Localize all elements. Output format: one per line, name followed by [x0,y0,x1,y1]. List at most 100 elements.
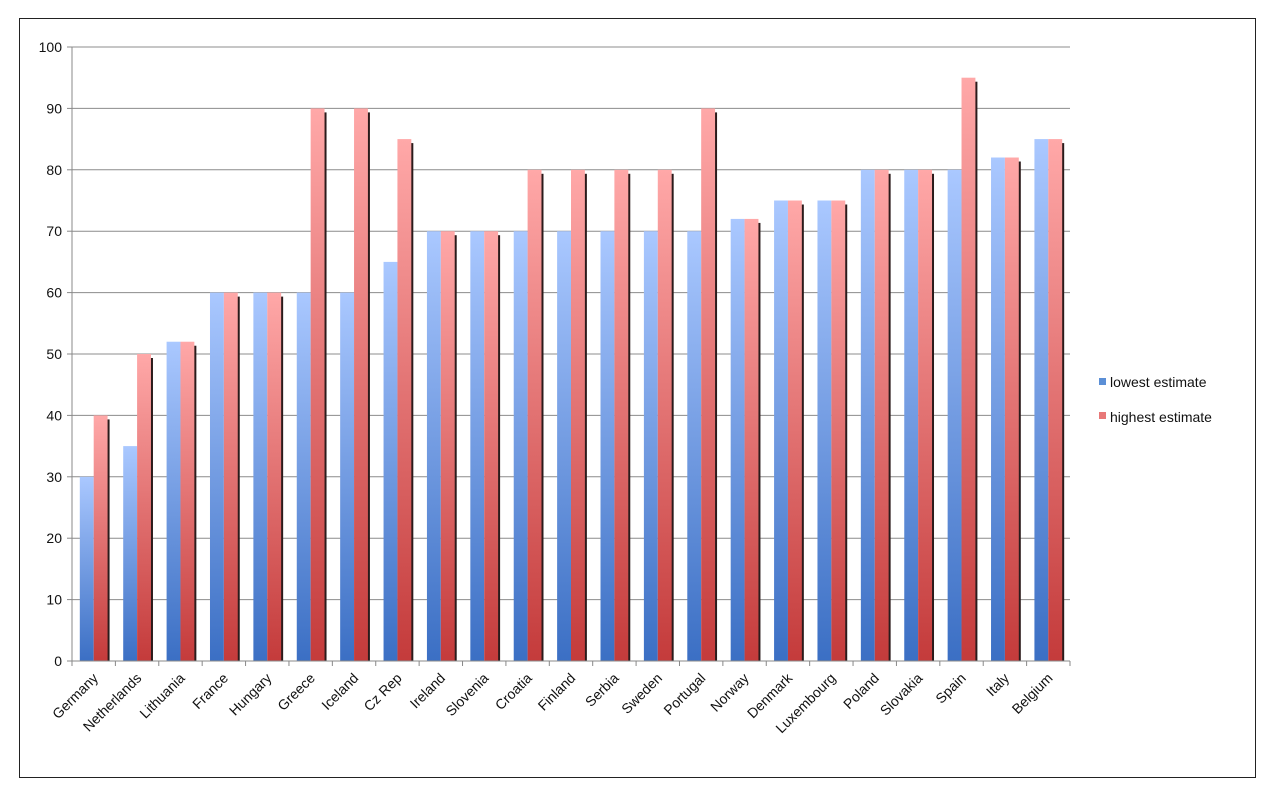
bar-highest-ireland [440,231,455,661]
bar-highest-slovakia [918,169,933,662]
bar-highest-serbia [614,169,629,662]
bar-shadow-slovenia [497,235,501,661]
bar-shadow-serbia [627,173,631,662]
bar-lowest-serbia [600,231,615,661]
bar-highest-greece [310,108,325,661]
bar-highest-sweden [657,169,672,662]
bar-lowest-norway [730,218,745,662]
bar-highest-poland [874,169,889,662]
legend: lowest estimate highest estimate [1099,374,1212,425]
bar-lowest-belgium [1034,139,1049,662]
bar-highest-croatia [527,169,542,662]
bar-shadow-denmark [800,204,804,661]
x-tick-label-sweden: Sweden [618,670,665,717]
y-tick-label-0: 0 [54,653,62,669]
bar-lowest-greece [296,292,311,661]
bar-lowest-italy [991,157,1005,661]
y-tick-label-70: 70 [46,223,62,239]
bar-shadow-norway [757,222,761,662]
bar-chart: 0 10 20 30 40 50 60 70 80 90 100 GermanyNetherland… [39,39,1213,736]
legend-label-lowest: lowest estimate [1110,374,1207,390]
bar-lowest-poland [860,169,875,662]
bar-lowest-luxembourg [817,200,832,661]
bar-lowest-slovakia [904,169,919,662]
bar-shadow-finland [583,173,587,662]
bar-shadow-luxembourg [844,204,848,661]
bar-highest-netherlands [137,354,151,661]
x-tick-label-portugal: Portugal [660,670,708,718]
bar-highest-finland [571,169,585,662]
bar-lowest-croatia [513,231,528,661]
x-tick-label-lithuania: Lithuania [136,670,188,722]
bar-lowest-france [209,292,224,661]
bar-highest-luxembourg [831,200,846,661]
legend-swatch-lowest [1099,378,1106,385]
bar-highest-italy [1004,157,1019,661]
bar-lowest-cz-rep [383,261,398,661]
bar-lowest-germany [79,476,94,661]
bar-lowest-iceland [340,292,355,661]
bar-shadow-iceland [366,112,370,661]
y-axis: 0 10 20 30 40 50 60 70 80 90 100 [39,39,73,669]
x-tick-label-slovakia: Slovakia [877,670,926,719]
bar-highest-iceland [354,108,368,661]
x-tick-label-france: France [189,670,231,712]
bar-highest-spain [961,77,976,661]
bar-highest-lithuania [180,341,195,661]
bar-shadow-germany [106,419,110,661]
y-tick-label-90: 90 [46,100,62,116]
y-tick-label-80: 80 [46,162,62,178]
bar-shadow-croatia [540,173,544,662]
bar-shadow-italy [1017,161,1021,661]
bar-lowest-lithuania [166,341,181,661]
bar-highest-hungary [267,292,282,661]
bar-shadow-france [236,296,240,661]
bar-shadow-ireland [453,235,457,661]
bar-lowest-portugal [687,231,702,661]
bar-shadow-sweden [670,173,674,662]
x-tick-label-hungary: Hungary [226,670,275,719]
bar-lowest-slovenia [470,231,485,661]
x-tick-label-greece: Greece [274,670,318,714]
bar-shadow-slovakia [931,173,935,662]
legend-swatch-highest [1099,412,1106,419]
x-tick-label-spain: Spain [932,670,969,707]
y-tick-label-40: 40 [46,407,62,423]
bar-lowest-ireland [426,231,441,661]
bar-shadow-spain [974,81,978,661]
y-tick-label-100: 100 [39,39,63,55]
bar-highest-belgium [1048,139,1063,662]
x-tick-label-serbia: Serbia [582,670,622,710]
x-tick-label-cz-rep: Cz Rep [360,670,404,714]
x-tick-label-ireland: Ireland [407,670,449,712]
y-tick-label-60: 60 [46,285,62,301]
bar-shadow-greece [323,112,327,661]
bar-shadow-lithuania [193,345,197,661]
bar-shadow-portugal [714,112,718,661]
bar-highest-denmark [787,200,802,661]
x-tick-label-italy: Italy [983,670,1012,699]
bar-highest-norway [744,218,759,662]
bar-shadow-cz-rep [410,143,414,662]
bar-shadow-belgium [1061,143,1065,662]
legend-label-highest: highest estimate [1110,409,1212,425]
bar-lowest-sweden [643,231,658,661]
x-tick-label-croatia: Croatia [492,670,535,713]
y-tick-label-50: 50 [46,346,62,362]
x-tick-label-belgium: Belgium [1009,670,1056,717]
bar-lowest-spain [947,169,962,662]
bar-shadow-netherlands [149,358,153,661]
chart-frame: 0 10 20 30 40 50 60 70 80 90 100 Germany Netherland… [19,18,1256,778]
bar-lowest-denmark [774,200,788,661]
x-tick-label-slovenia: Slovenia [442,670,491,719]
x-tick-label-finland: Finland [535,670,579,714]
y-tick-label-10: 10 [46,592,62,608]
bar-lowest-hungary [253,292,268,661]
bar-lowest-finland [557,231,571,661]
bar-highest-portugal [701,108,716,661]
bar-highest-france [223,292,238,661]
y-tick-label-20: 20 [46,530,62,546]
bars [79,77,1065,662]
bar-highest-germany [93,415,108,661]
